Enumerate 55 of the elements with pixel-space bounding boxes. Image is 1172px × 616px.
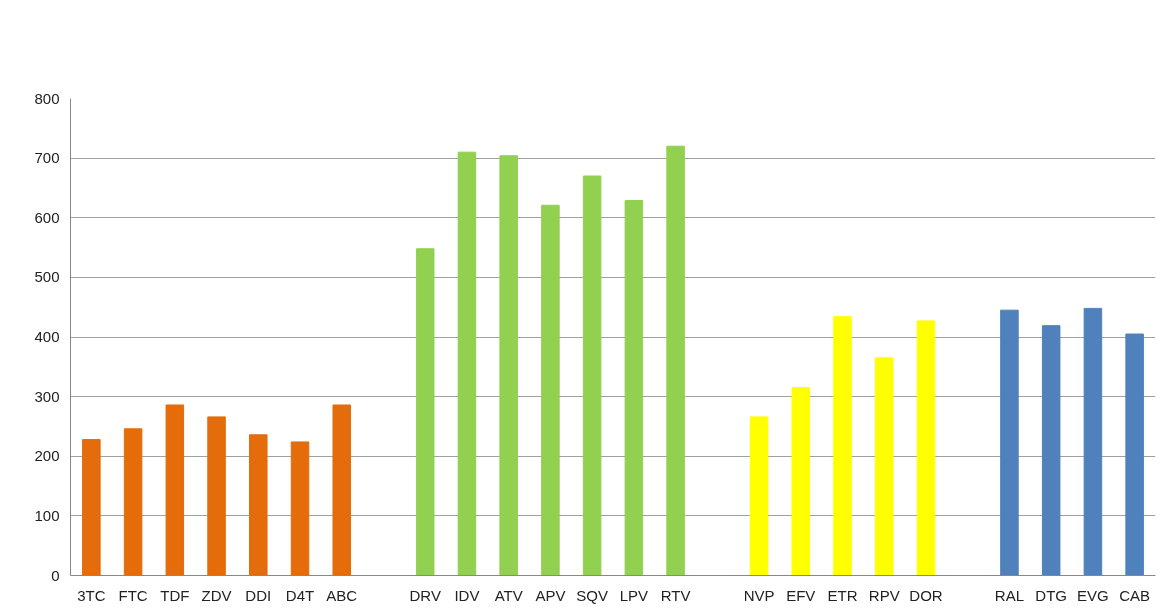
bar: [874, 357, 894, 576]
y-tick-label: 600: [34, 208, 60, 226]
x-tick-label: EFV: [786, 586, 816, 604]
bar: [666, 145, 685, 576]
bar: [249, 434, 268, 576]
bar: [833, 316, 852, 576]
x-tick-label: APV: [535, 586, 566, 604]
bar: [749, 416, 769, 576]
bar: [457, 151, 477, 576]
bar: [1083, 307, 1103, 576]
x-tick-label: DDI: [245, 586, 272, 604]
y-tick-label: 0: [51, 566, 60, 584]
x-tick-label: D4T: [285, 586, 315, 604]
x-tick-label: EVG: [1077, 586, 1109, 604]
bar: [207, 416, 226, 576]
x-tick-label: ETR: [827, 586, 858, 604]
y-tick-label: 700: [34, 149, 60, 167]
x-tick-label: RAL: [994, 586, 1025, 604]
bar: [165, 404, 185, 576]
x-tick-label: DRV: [409, 586, 441, 604]
y-tick-label: 200: [34, 447, 60, 465]
bar: [916, 320, 936, 576]
x-tick-label: DOR: [909, 586, 943, 604]
bar: [1000, 309, 1019, 576]
x-tick-label: IDV: [454, 586, 480, 604]
bar: [1125, 333, 1144, 576]
bar: [1041, 325, 1061, 576]
x-tick-label: FTC: [118, 586, 148, 604]
bar: [791, 387, 811, 576]
y-tick-label: 300: [34, 387, 60, 405]
x-tick-label: LPV: [619, 586, 649, 604]
x-tick-label: ABC: [326, 586, 358, 604]
bar: [290, 441, 310, 576]
bar: [582, 175, 602, 576]
bar: [123, 428, 143, 576]
x-tick-label: DTG: [1035, 586, 1068, 604]
x-tick-label: NVP: [743, 586, 775, 604]
y-tick-label: 500: [34, 268, 60, 286]
x-tick-label: 3TC: [77, 586, 106, 604]
y-tick-label: 100: [34, 506, 60, 524]
bar: [82, 439, 101, 576]
bar: [415, 248, 435, 576]
x-tick-label: SQV: [576, 586, 608, 604]
x-tick-label: RPV: [868, 586, 900, 604]
bar: [332, 404, 352, 576]
x-tick-label: CAB: [1119, 586, 1151, 604]
bar: [499, 155, 518, 576]
y-tick-label: 400: [34, 328, 60, 345]
x-tick-label: RTV: [660, 586, 691, 604]
bar: [541, 204, 560, 576]
y-tick-label: 800: [34, 89, 60, 107]
x-tick-label: TDF: [160, 586, 190, 604]
bar: [624, 199, 644, 576]
x-tick-label: ZDV: [201, 586, 232, 604]
x-tick-label: ATV: [494, 586, 523, 604]
